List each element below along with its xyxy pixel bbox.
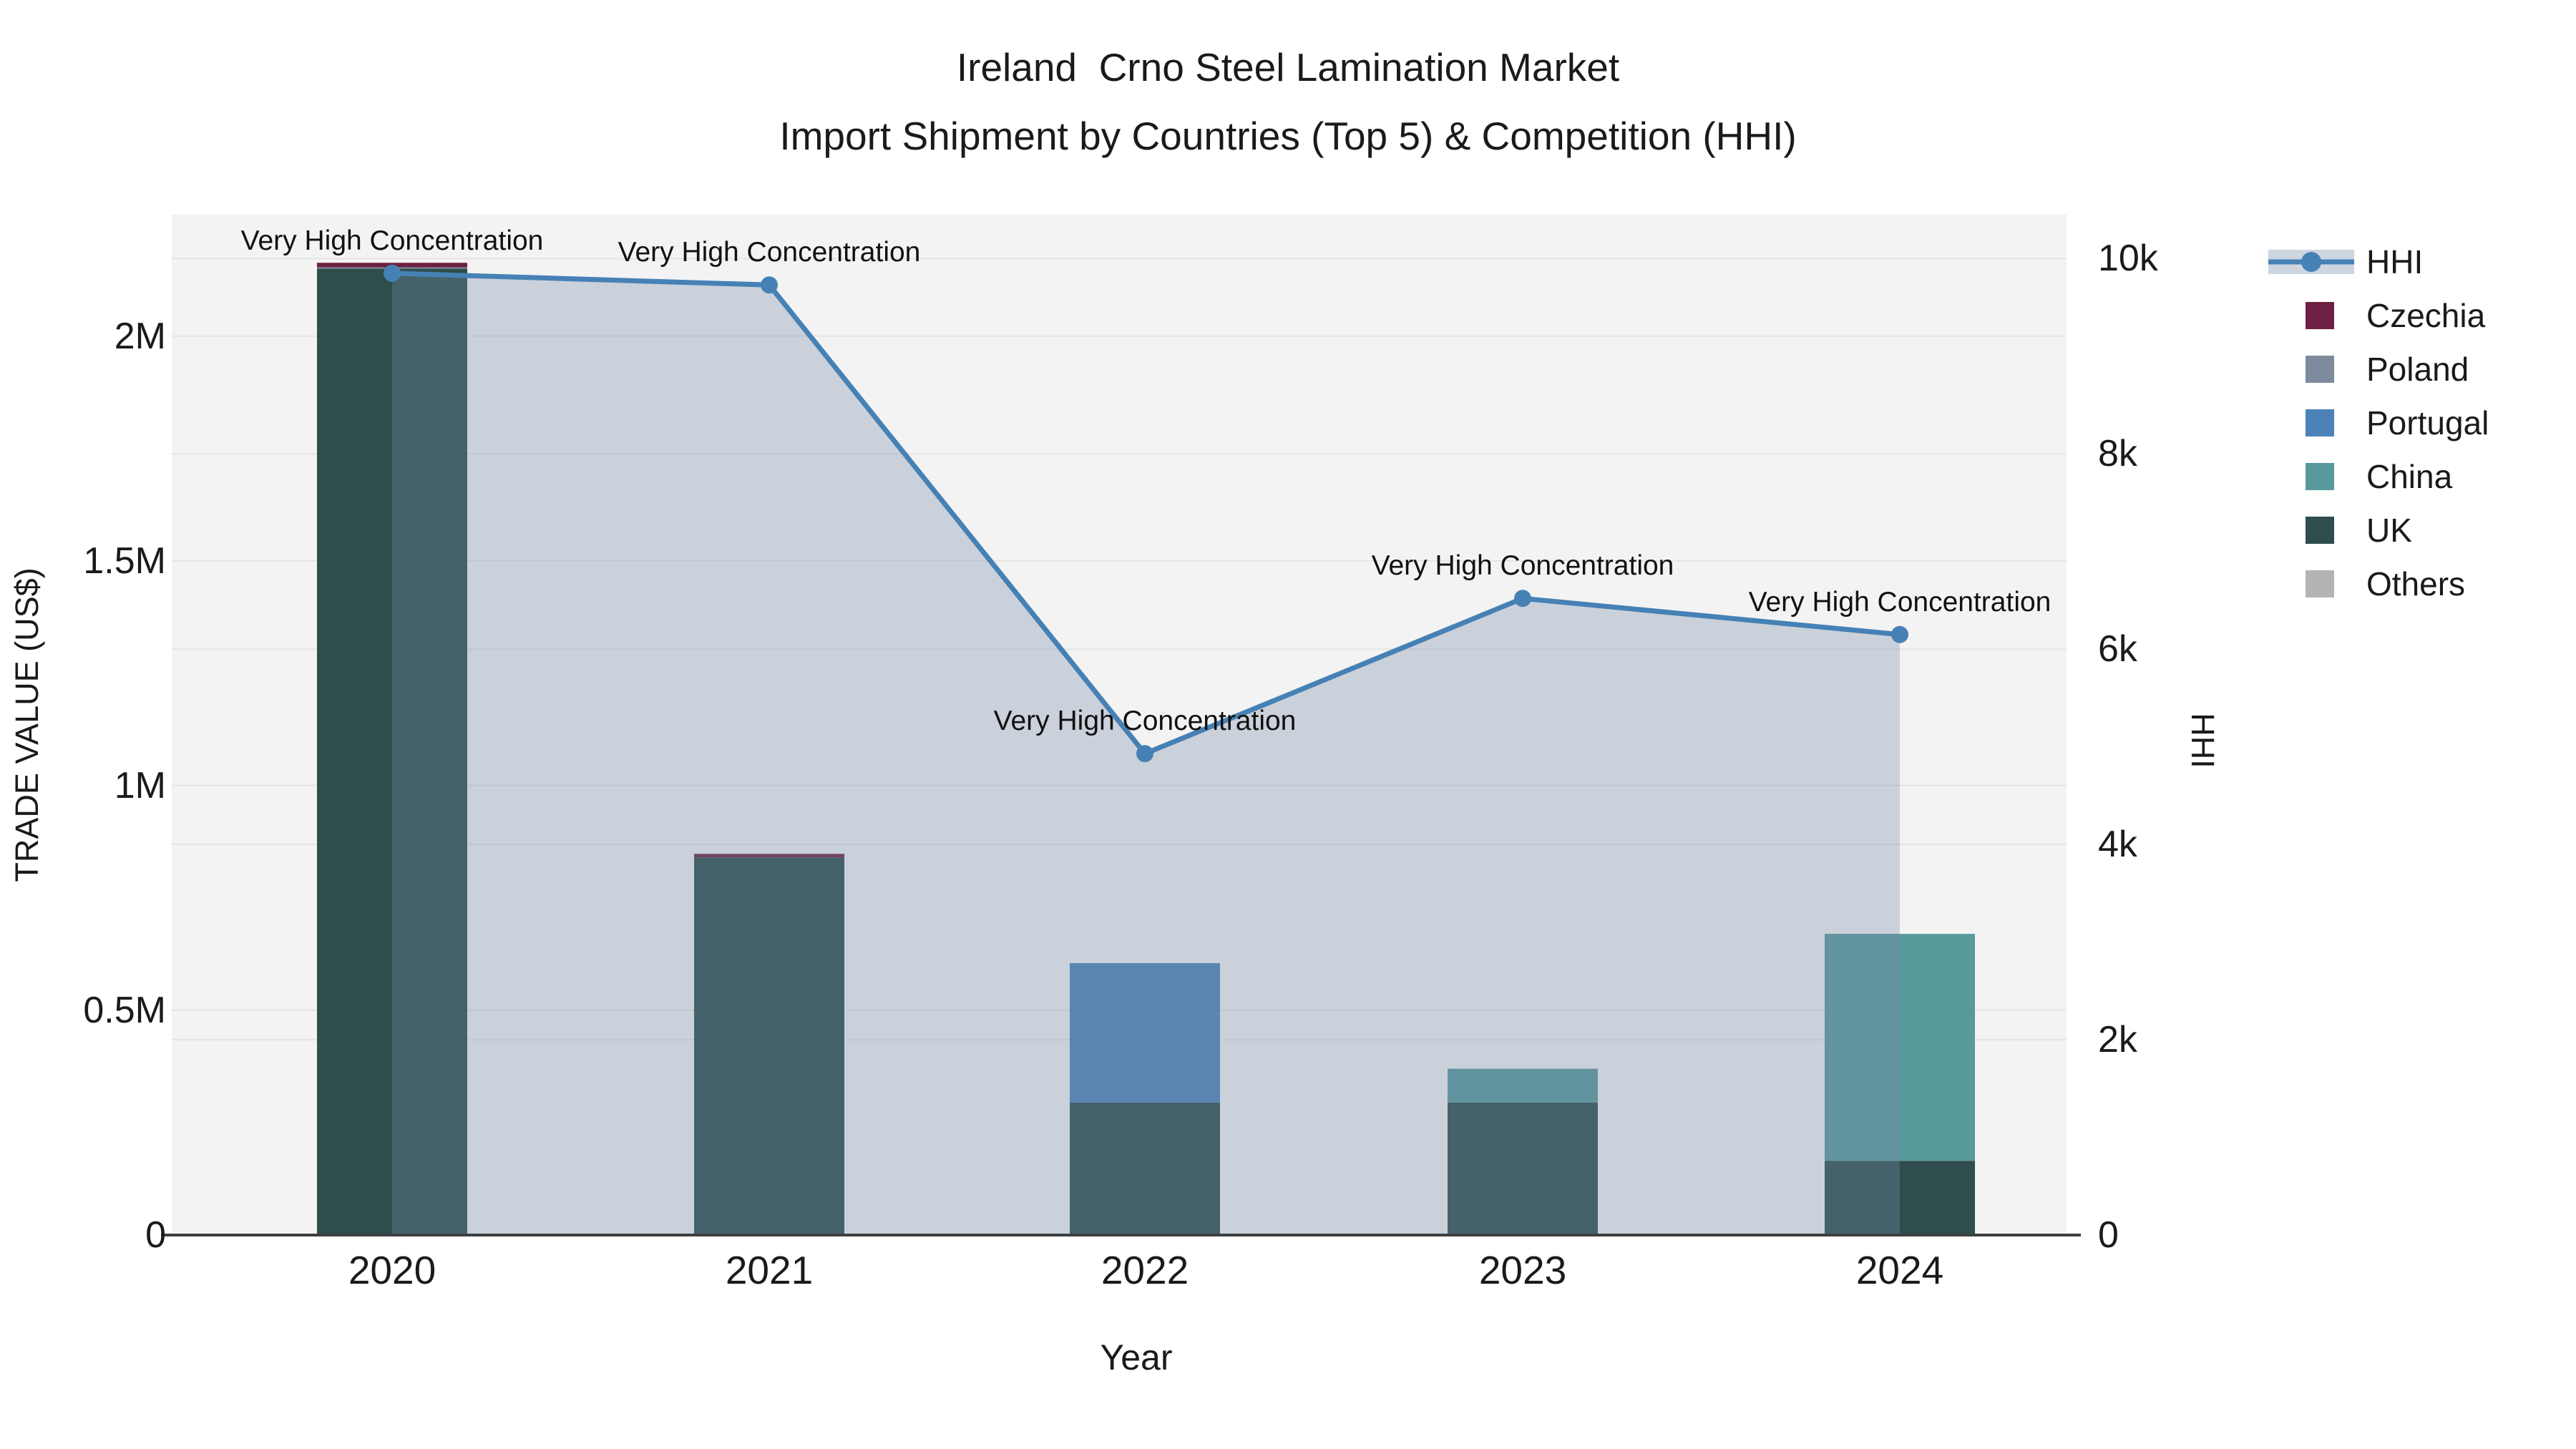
bar-segment-portugal-2022[interactable] xyxy=(1070,962,1220,1103)
y-axis-title-right: HHI xyxy=(2185,713,2221,769)
x-tick-2023: 2023 xyxy=(1478,1248,1567,1292)
chart-title: Ireland Crno Steel Lamination Market Imp… xyxy=(0,44,2576,159)
legend-label-china: China xyxy=(2366,457,2453,495)
legend-swatch-poland xyxy=(2306,355,2334,383)
hhi-point-2022[interactable] xyxy=(1136,745,1153,763)
annotation-2021: Very High Concentration xyxy=(618,237,921,268)
bar-segment-czechia-2021[interactable] xyxy=(694,854,844,858)
bar-segment-uk-2023[interactable] xyxy=(1448,1102,1598,1235)
legend-label-czechia: Czechia xyxy=(2366,296,2486,334)
y-left-tick-0.5M: 0.5M xyxy=(83,989,166,1031)
annotation-2023: Very High Concentration xyxy=(1371,550,1674,582)
legend-swatch-china xyxy=(2306,462,2334,490)
y-left-tick-2M: 2M xyxy=(114,315,166,357)
y-right-tick-8k: 8k xyxy=(2098,433,2137,475)
annotation-2022: Very High Concentration xyxy=(993,706,1297,737)
legend-swatch-uk xyxy=(2306,516,2334,544)
y-right-tick-4k: 4k xyxy=(2098,824,2137,866)
y-left-tick-1.5M: 1.5M xyxy=(83,540,166,582)
x-axis-title: Year xyxy=(1100,1337,1173,1377)
annotation-2020: Very High Concentration xyxy=(240,225,544,256)
y-left-tick-1M: 1M xyxy=(114,764,166,806)
legend-hhi-marker-icon xyxy=(2301,251,2321,272)
bar-segment-uk-2020[interactable] xyxy=(317,268,467,1235)
legend-label-poland: Poland xyxy=(2366,350,2469,388)
legend-label-portugal: Portugal xyxy=(2366,404,2489,441)
bar-segment-china-2024[interactable] xyxy=(1825,934,1975,1161)
bar-segment-uk-2024[interactable] xyxy=(1825,1161,1975,1235)
legend-label-uk: UK xyxy=(2366,511,2412,549)
y-axis-title-left: TRADE VALUE (US$) xyxy=(9,567,45,882)
legend-swatch-czechia xyxy=(2306,301,2334,329)
y-right-tick-2k: 2k xyxy=(2098,1019,2137,1061)
x-tick-2020: 2020 xyxy=(348,1248,436,1292)
y-right-tick-10k: 10k xyxy=(2098,238,2158,280)
hhi-point-2023[interactable] xyxy=(1514,590,1531,608)
chart-title-line1: Ireland Crno Steel Lamination Market xyxy=(956,45,1620,89)
x-tick-2021: 2021 xyxy=(725,1248,814,1292)
legend-swatch-others xyxy=(2306,570,2334,597)
hhi-point-2021[interactable] xyxy=(761,276,778,294)
legend-label-hhi: HHI xyxy=(2366,243,2424,280)
legend-swatch-portugal xyxy=(2306,409,2334,436)
bar-segment-uk-2021[interactable] xyxy=(694,857,844,1235)
hhi-point-2024[interactable] xyxy=(1891,625,1908,643)
y-left-tick-0: 0 xyxy=(145,1214,166,1256)
y-right-tick-6k: 6k xyxy=(2098,628,2137,670)
annotation-2024: Very High Concentration xyxy=(1748,586,2051,618)
legend-label-others: Others xyxy=(2366,565,2466,602)
x-tick-2022: 2022 xyxy=(1101,1248,1189,1292)
hhi-point-2020[interactable] xyxy=(384,264,401,282)
bar-segment-uk-2022[interactable] xyxy=(1070,1102,1220,1235)
x-tick-2024: 2024 xyxy=(1855,1248,1944,1292)
y-right-tick-0: 0 xyxy=(2098,1214,2119,1256)
bar-segment-china-2023[interactable] xyxy=(1448,1068,1598,1103)
chart-title-line2: Import Shipment by Countries (Top 5) & C… xyxy=(779,114,1797,158)
